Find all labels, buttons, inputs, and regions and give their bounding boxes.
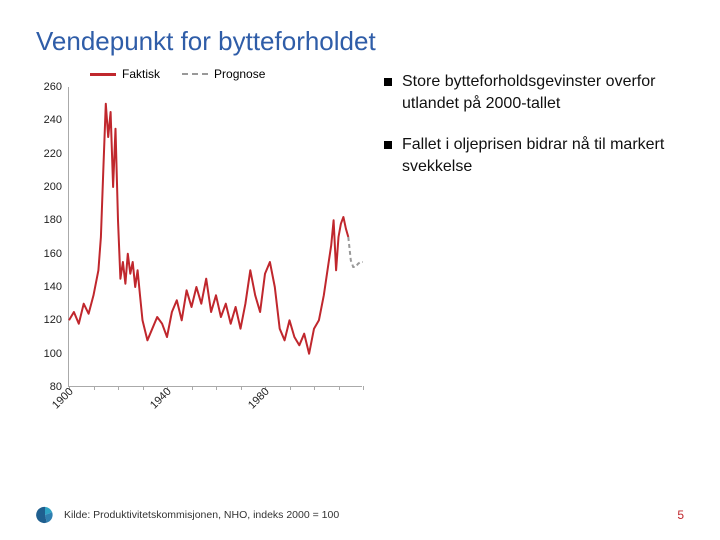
bullet-marker <box>384 141 392 149</box>
y-tick-label: 100 <box>44 348 62 360</box>
chart-area: 80100120140160180200220240260 1900194019… <box>36 87 366 417</box>
legend-prognose: Prognose <box>182 67 265 81</box>
bullet-text: Store bytteforholdsgevinster overfor utl… <box>402 71 684 114</box>
y-tick-label: 140 <box>44 281 62 293</box>
source-text: Kilde: Produktivitetskommisjonen, NHO, i… <box>64 509 339 521</box>
y-tick-label: 260 <box>44 81 62 93</box>
chart-svg <box>69 87 363 387</box>
y-tick-label: 200 <box>44 181 62 193</box>
bullet-list: Store bytteforholdsgevinster overfor utl… <box>384 71 684 177</box>
y-tick-label: 180 <box>44 214 62 226</box>
x-tick-label: 1940 <box>148 386 174 412</box>
content-columns: Faktisk Prognose 80100120140160180200220… <box>36 67 684 417</box>
x-minor-tick <box>363 386 364 390</box>
y-tick-label: 120 <box>44 314 62 326</box>
y-tick-label: 240 <box>44 114 62 126</box>
legend-label-faktisk: Faktisk <box>122 67 160 81</box>
y-tick-label: 160 <box>44 248 62 260</box>
chart-plot <box>68 87 362 387</box>
footer: Kilde: Produktivitetskommisjonen, NHO, i… <box>36 506 684 524</box>
chart-legend: Faktisk Prognose <box>90 67 366 81</box>
logo-icon <box>36 506 54 524</box>
page-number: 5 <box>677 508 684 522</box>
bullet-text: Fallet i oljeprisen bidrar nå til marker… <box>402 134 684 177</box>
text-column: Store bytteforholdsgevinster overfor utl… <box>384 67 684 417</box>
footer-left: Kilde: Produktivitetskommisjonen, NHO, i… <box>36 506 339 524</box>
x-axis-labels: 190019401980 <box>68 391 362 417</box>
legend-label-prognose: Prognose <box>214 67 265 81</box>
bullet-marker <box>384 78 392 86</box>
slide-root: Vendepunkt for bytteforholdet Faktisk Pr… <box>0 0 720 540</box>
chart-column: Faktisk Prognose 80100120140160180200220… <box>36 67 366 417</box>
legend-swatch-faktisk <box>90 73 116 76</box>
y-axis-labels: 80100120140160180200220240260 <box>36 87 64 387</box>
bullet-item: Store bytteforholdsgevinster overfor utl… <box>384 71 684 114</box>
x-tick-label: 1980 <box>246 386 272 412</box>
y-tick-label: 220 <box>44 148 62 160</box>
page-title: Vendepunkt for bytteforholdet <box>36 26 684 57</box>
legend-faktisk: Faktisk <box>90 67 160 81</box>
legend-swatch-prognose <box>182 73 208 75</box>
series-faktisk <box>69 104 348 354</box>
series-prognose <box>348 237 363 267</box>
bullet-item: Fallet i oljeprisen bidrar nå til marker… <box>384 134 684 177</box>
